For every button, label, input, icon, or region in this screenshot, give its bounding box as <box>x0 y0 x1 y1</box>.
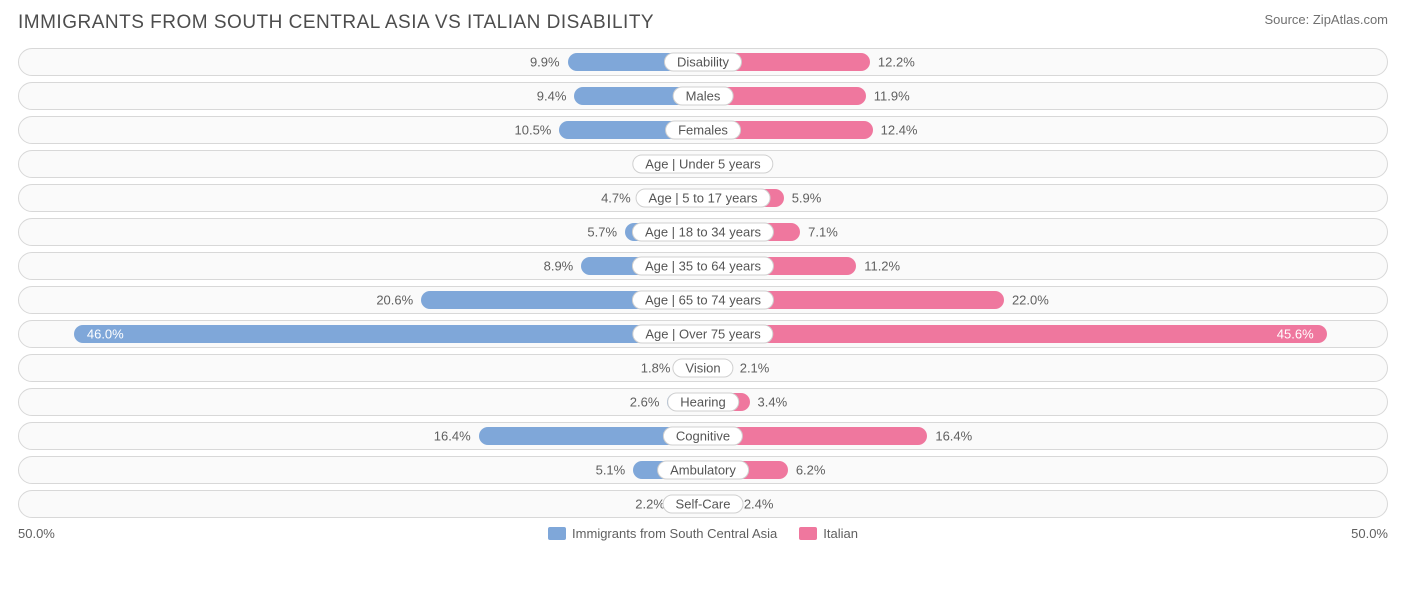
category-label: Age | 5 to 17 years <box>636 189 771 208</box>
value-label-right: 6.2% <box>796 463 826 478</box>
chart-row: 5.7% 7.1% Age | 18 to 34 years <box>18 218 1388 246</box>
category-label: Age | 65 to 74 years <box>632 291 774 310</box>
chart-row: 8.9% 11.2% Age | 35 to 64 years <box>18 252 1388 280</box>
axis-max-left: 50.0% <box>18 526 55 541</box>
value-label-left: 5.1% <box>596 463 626 478</box>
value-label-right: 22.0% <box>1012 293 1049 308</box>
category-label: Females <box>665 121 741 140</box>
chart-title: IMMIGRANTS FROM SOUTH CENTRAL ASIA VS IT… <box>18 12 654 34</box>
value-label-left: 1.8% <box>641 361 671 376</box>
category-label: Self-Care <box>663 495 744 514</box>
value-label-left: 2.6% <box>630 395 660 410</box>
chart-row: 5.1% 6.2% Ambulatory <box>18 456 1388 484</box>
value-label-left: 9.9% <box>530 55 560 70</box>
chart-row: 10.5% 12.4% Females <box>18 116 1388 144</box>
chart-row: 46.0% 45.6% Age | Over 75 years <box>18 320 1388 348</box>
value-label-left: 16.4% <box>434 429 471 444</box>
category-label: Age | 18 to 34 years <box>632 223 774 242</box>
chart-source: Source: ZipAtlas.com <box>1264 12 1388 27</box>
value-label-right: 45.6% <box>1277 327 1314 342</box>
legend-item-right: Italian <box>799 526 858 541</box>
legend: Immigrants from South Central Asia Itali… <box>548 526 858 541</box>
chart-row: 2.2% 2.4%Self-Care <box>18 490 1388 518</box>
value-label-left: 8.9% <box>544 259 574 274</box>
value-label-left: 20.6% <box>376 293 413 308</box>
chart-header: IMMIGRANTS FROM SOUTH CENTRAL ASIA VS IT… <box>18 12 1388 34</box>
value-label-right: 2.4% <box>744 497 774 512</box>
value-label-left: 5.7% <box>587 225 617 240</box>
chart-container: IMMIGRANTS FROM SOUTH CENTRAL ASIA VS IT… <box>0 0 1406 612</box>
chart-row: 20.6% 22.0% Age | 65 to 74 years <box>18 286 1388 314</box>
category-label: Age | Under 5 years <box>632 155 773 174</box>
chart-row: 2.6% 3.4% Hearing <box>18 388 1388 416</box>
value-label-left: 10.5% <box>515 123 552 138</box>
chart-row: 1.8% 2.1% Vision <box>18 354 1388 382</box>
value-label-right: 12.2% <box>878 55 915 70</box>
chart-row: 9.4% 11.9% Males <box>18 82 1388 110</box>
value-label-right: 2.1% <box>740 361 770 376</box>
category-label: Disability <box>664 53 742 72</box>
legend-swatch-right <box>799 527 817 540</box>
category-label: Age | 35 to 64 years <box>632 257 774 276</box>
category-label: Vision <box>672 359 733 378</box>
category-label: Males <box>673 87 734 106</box>
value-label-right: 11.2% <box>864 259 900 274</box>
value-label-left: 2.2% <box>635 497 665 512</box>
value-label-left: 9.4% <box>537 89 567 104</box>
legend-item-left: Immigrants from South Central Asia <box>548 526 777 541</box>
chart-row: 9.9% 12.2% Disability <box>18 48 1388 76</box>
legend-swatch-left <box>548 527 566 540</box>
value-label-left: 46.0% <box>87 327 124 342</box>
chart-row: 1.0%1.6%Age | Under 5 years <box>18 150 1388 178</box>
category-label: Age | Over 75 years <box>632 325 773 344</box>
chart-body: 9.9% 12.2% Disability 9.4% 11.9% Males 10.5% 12… <box>18 48 1388 518</box>
category-label: Cognitive <box>663 427 743 446</box>
chart-row: 16.4% 16.4% Cognitive <box>18 422 1388 450</box>
chart-footer: 50.0% Immigrants from South Central Asia… <box>18 526 1388 541</box>
value-label-right: 7.1% <box>808 225 838 240</box>
legend-label-right: Italian <box>823 526 858 541</box>
legend-label-left: Immigrants from South Central Asia <box>572 526 777 541</box>
value-label-right: 16.4% <box>935 429 972 444</box>
axis-max-right: 50.0% <box>1351 526 1388 541</box>
category-label: Hearing <box>667 393 739 412</box>
category-label: Ambulatory <box>657 461 749 480</box>
value-label-right: 12.4% <box>881 123 918 138</box>
value-label-right: 3.4% <box>758 395 788 410</box>
bar-left <box>74 325 703 343</box>
bar-right <box>703 325 1327 343</box>
value-label-left: 4.7% <box>601 191 631 206</box>
value-label-right: 11.9% <box>874 89 910 104</box>
chart-row: 4.7% 5.9% Age | 5 to 17 years <box>18 184 1388 212</box>
value-label-right: 5.9% <box>792 191 822 206</box>
